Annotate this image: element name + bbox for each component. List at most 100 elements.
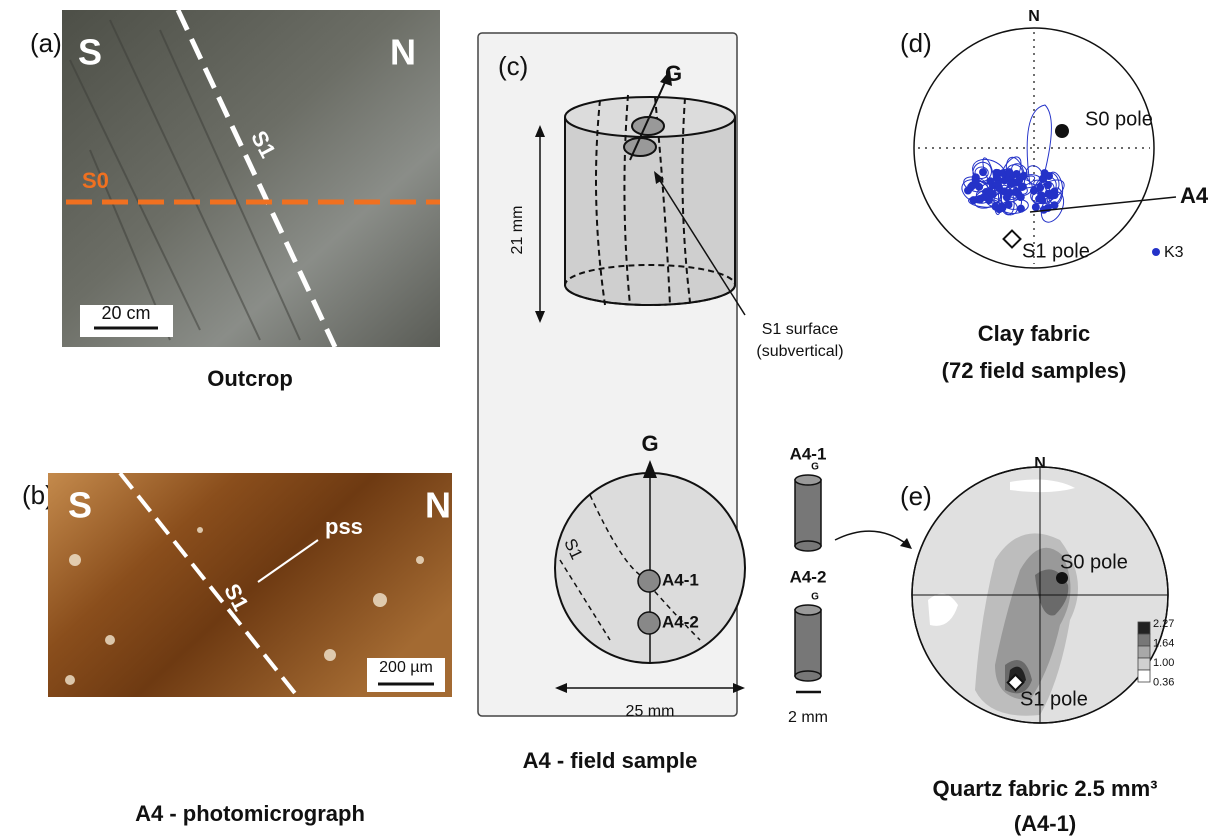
label: A4-2 (790, 567, 827, 586)
shape (900, 538, 912, 549)
shape (1137, 621, 1151, 635)
shape (1137, 657, 1151, 671)
shape (109, 19, 261, 341)
shape (1137, 633, 1151, 647)
shape (69, 554, 81, 566)
shape (1016, 204, 1025, 213)
label: G (665, 61, 682, 86)
shape (1026, 104, 1052, 191)
shape (985, 187, 994, 196)
shape (654, 171, 664, 184)
shape (559, 559, 611, 641)
shape (257, 539, 319, 583)
label: 20 cm (101, 303, 150, 323)
shape (1006, 673, 1025, 692)
shape (65, 675, 75, 685)
label: S (68, 485, 92, 526)
label: S0 pole (1085, 108, 1153, 130)
shape (1004, 200, 1013, 209)
label: K3 (1164, 244, 1184, 261)
label: G (811, 462, 819, 473)
shape (974, 166, 989, 179)
label: (subvertical) (756, 343, 843, 360)
shape (995, 205, 1004, 214)
label: 2 mm (788, 709, 828, 726)
shape (997, 184, 1015, 216)
shape (928, 479, 1075, 626)
shape (80, 305, 173, 337)
scale-label: 1.00 (1153, 657, 1174, 669)
shape (1005, 569, 1069, 694)
shape (964, 186, 973, 195)
label: Clay fabric (978, 321, 1091, 346)
label: N (1034, 455, 1046, 472)
label: N (1028, 8, 1040, 25)
label: 25 mm (626, 703, 675, 720)
shape (643, 460, 657, 478)
shape (623, 137, 657, 157)
label: (c) (498, 51, 528, 81)
shape (1029, 196, 1177, 213)
shape (913, 27, 1155, 269)
shape (911, 466, 1169, 724)
label: 200 µm (379, 659, 433, 676)
shape (324, 649, 336, 661)
group (564, 94, 736, 306)
shape (1007, 179, 1016, 188)
label: S0 (82, 168, 109, 193)
shape (979, 168, 988, 177)
label: (A4-1) (1014, 811, 1076, 836)
label: (72 field samples) (942, 358, 1127, 383)
group (65, 527, 424, 685)
scale-label: 2.27 (1153, 618, 1174, 630)
label: N (390, 32, 416, 73)
shape (159, 29, 301, 341)
shape (1031, 179, 1065, 205)
shape (1002, 193, 1011, 202)
scale-label: 0.36 (1153, 676, 1174, 688)
shape (986, 177, 995, 186)
shape (197, 527, 203, 533)
group: 2.27 1.64 1.00 0.36 (1153, 618, 1174, 689)
shape (1043, 181, 1052, 190)
label: (e) (900, 481, 932, 511)
shape (629, 79, 667, 161)
shape (1056, 572, 1068, 584)
shape (1018, 182, 1027, 191)
label: pss (325, 514, 363, 539)
shape (794, 670, 822, 682)
group (961, 104, 1065, 223)
shape (1019, 171, 1028, 180)
shape (637, 611, 661, 635)
shape (794, 609, 822, 677)
shape (1031, 203, 1040, 212)
label: A4 (1180, 183, 1209, 208)
label: S1 pole (1020, 688, 1088, 710)
shape (631, 116, 665, 136)
shape (794, 604, 822, 616)
label: Outcrop (207, 366, 293, 391)
shape (1055, 124, 1069, 138)
label: A4-1 (790, 444, 827, 463)
shape (62, 10, 440, 347)
shape (834, 530, 909, 546)
label: S0 pole (1060, 551, 1128, 573)
shape (994, 180, 1003, 189)
label: G (641, 431, 658, 456)
shape (1037, 191, 1046, 200)
label: 21 mm (509, 206, 526, 255)
shape (367, 658, 445, 692)
group (912, 467, 1168, 723)
shape (175, 8, 338, 349)
shape (656, 175, 746, 316)
shape (1137, 669, 1151, 683)
label: A4-2 (662, 612, 699, 631)
shape (105, 635, 115, 645)
shape (1011, 188, 1020, 197)
shape (681, 97, 691, 303)
shape (1152, 248, 1160, 256)
label: A4 - photomicrograph (135, 801, 365, 826)
shape (1005, 168, 1014, 177)
label: Quartz fabric 2.5 mm³ (933, 776, 1158, 801)
